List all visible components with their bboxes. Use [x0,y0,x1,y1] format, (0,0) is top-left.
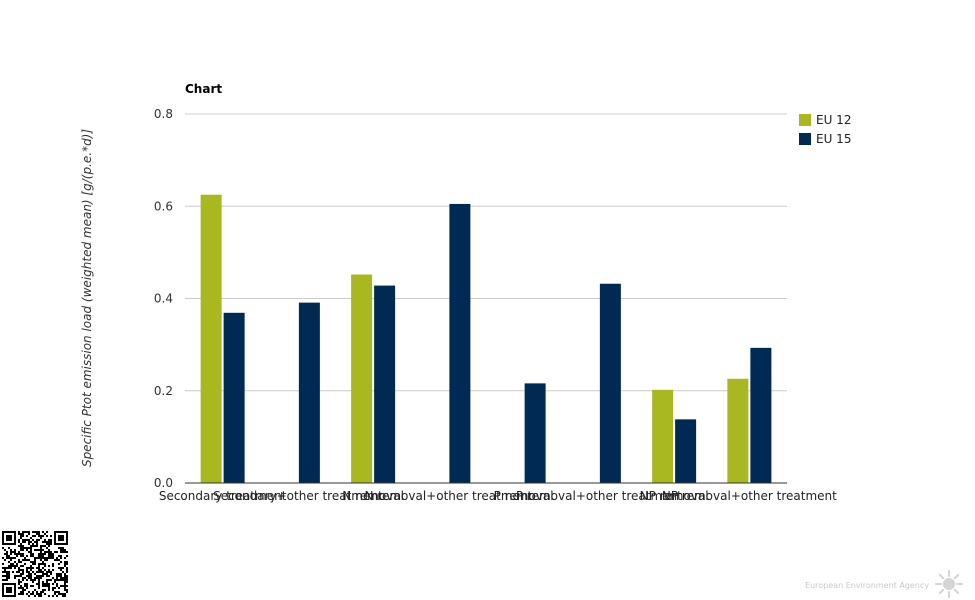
bar[interactable] [750,347,772,483]
y-axis-label: Specific Ptot emission load (weighted me… [80,129,94,467]
x-tick-label: Secondary+other treatment [213,489,383,503]
legend-swatch [799,133,811,145]
chart-title: Chart [185,82,222,96]
y-tick-label: 0.0 [154,476,173,490]
credit-text: European Environment Agency [805,581,929,590]
x-tick-label: P removal [494,489,554,503]
bar[interactable] [223,312,245,483]
legend-swatch [799,114,811,126]
legend: EU 12 EU 15 [799,113,851,146]
bar[interactable] [351,274,373,483]
y-tick-label: 0.4 [154,292,173,306]
legend-label: EU 15 [816,132,851,146]
x-tick-label: Secondary treatment [159,489,287,503]
y-axis-ticks: 0.0 0.2 0.4 0.6 0.8 [154,107,173,490]
bar[interactable] [200,194,222,483]
eea-sun-icon [935,570,963,598]
y-tick-label: 0.6 [154,199,173,213]
footer-credit: European Environment Agency [805,570,963,598]
bar[interactable] [675,419,697,483]
bars [200,194,772,483]
qr-code-icon [2,531,68,597]
y-tick-label: 0.8 [154,107,173,121]
x-tick-label: NP removal [640,489,709,503]
x-tick-label: N removal+other treatment [365,489,533,503]
bar[interactable] [599,283,621,483]
bar[interactable] [727,378,749,483]
x-tick-label: NP removal+other treatment [662,489,837,503]
x-tick-label: P removal+other treatment [516,489,682,503]
bar[interactable] [652,389,674,483]
bar[interactable] [374,285,396,483]
bar[interactable] [449,203,471,483]
bar[interactable] [298,302,320,483]
y-tick-label: 0.2 [154,384,173,398]
bar[interactable] [524,383,546,483]
x-tick-label: N removal [342,489,404,503]
legend-label: EU 12 [816,113,851,127]
gridlines [185,113,787,392]
